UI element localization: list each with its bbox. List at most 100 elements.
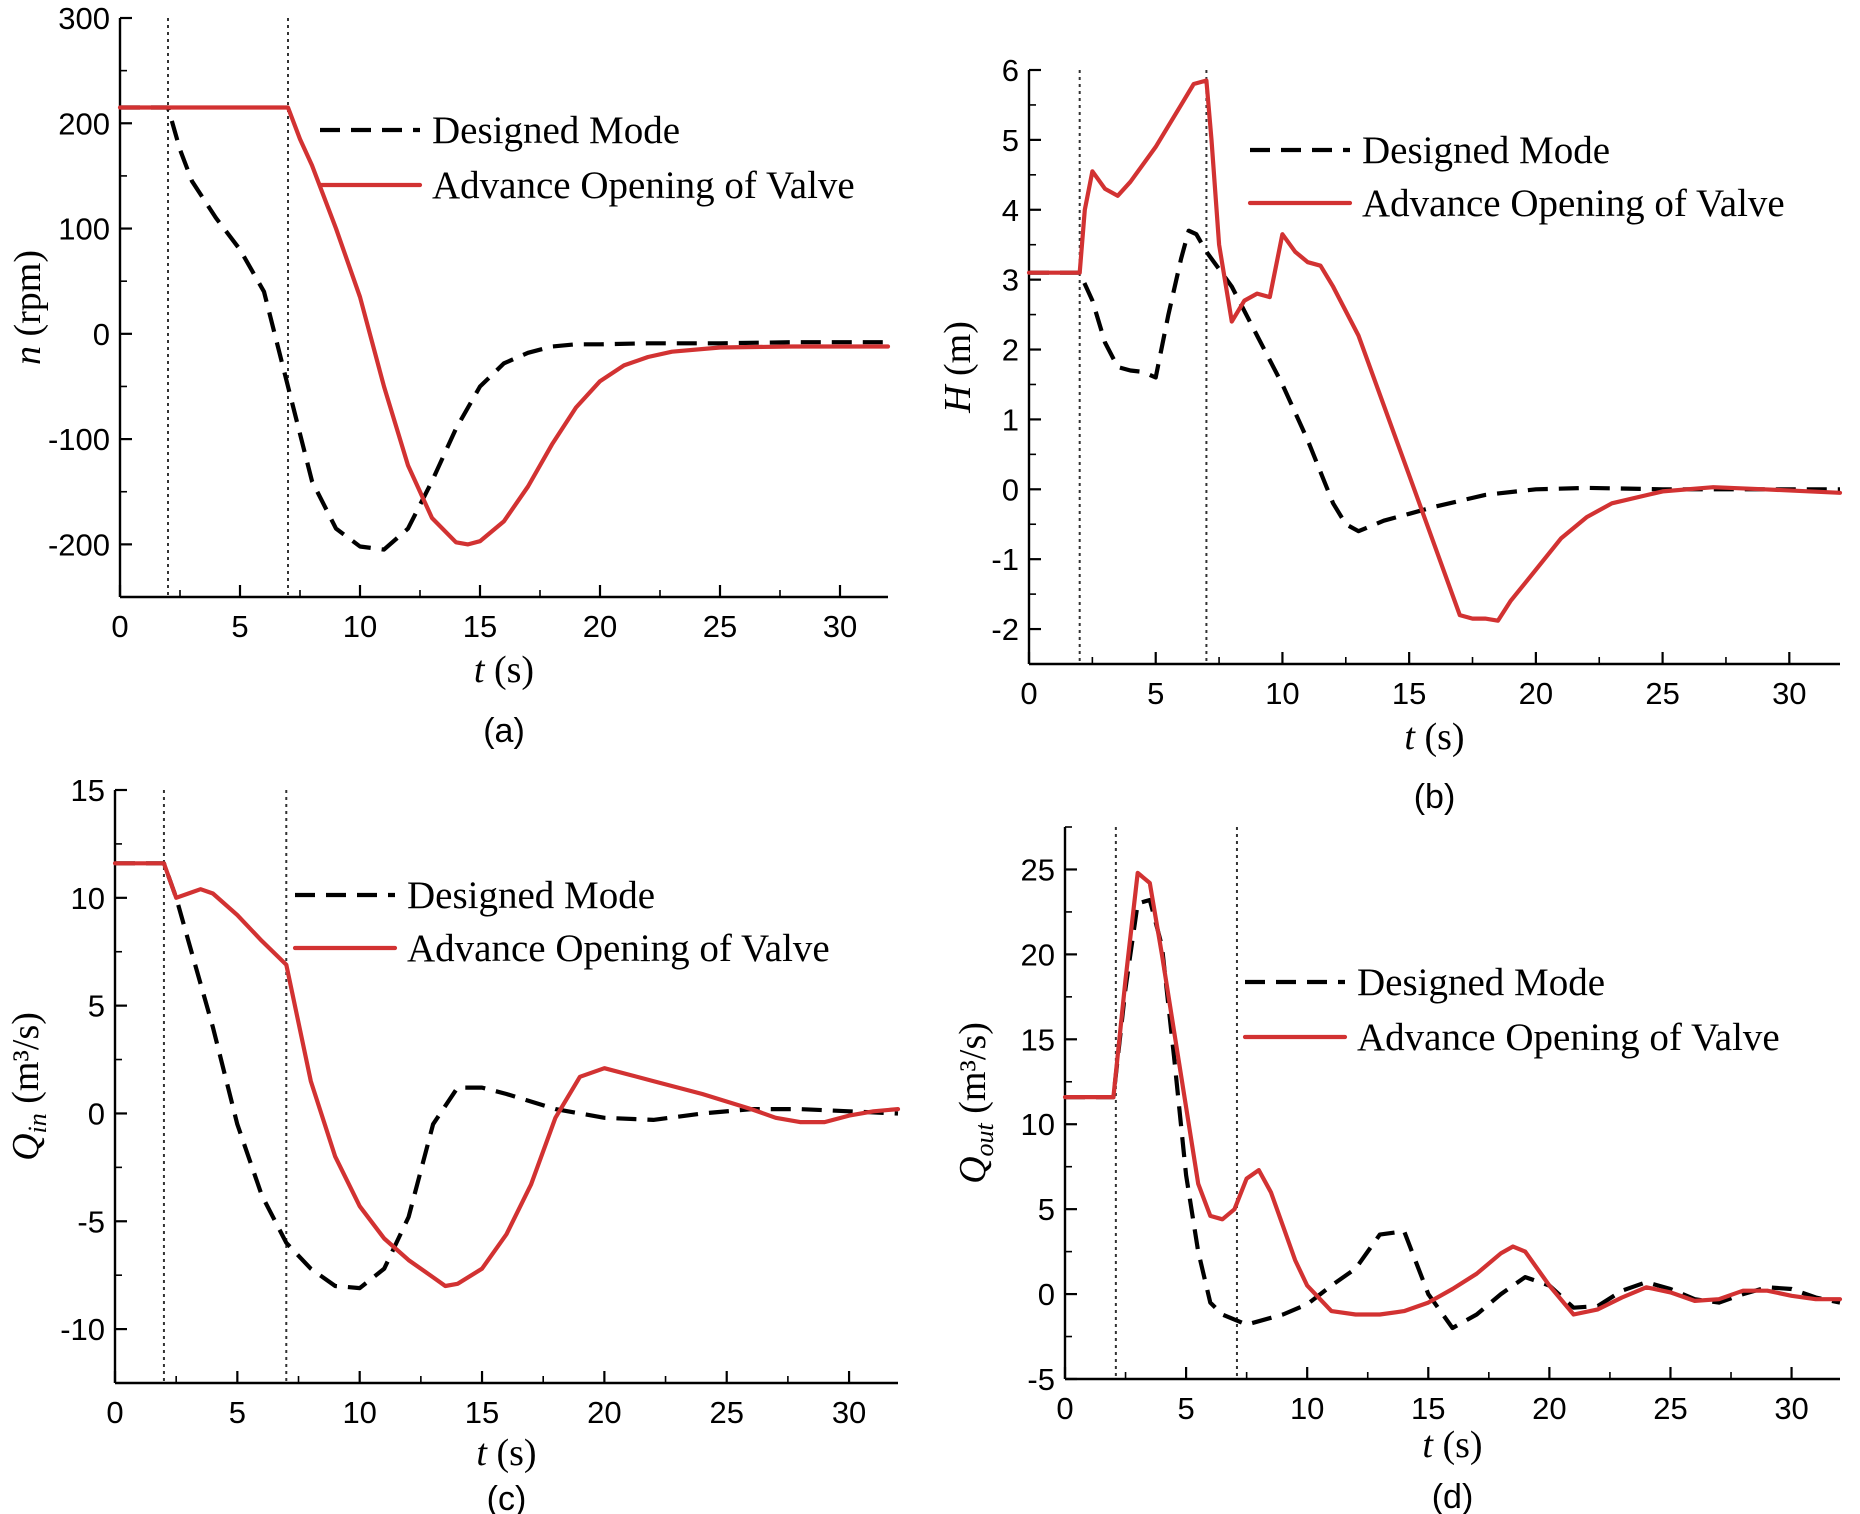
y-axis-variable: n [7, 346, 49, 365]
legend-label: Designed Mode [1362, 129, 1610, 172]
y-axis-variable: H [937, 383, 979, 414]
designed-mode-series-line [115, 861, 899, 1291]
advance-opening-series-line [112, 861, 901, 1289]
legend-label: Advance Opening of Valve [407, 927, 830, 970]
x-tick-label: 5 [229, 1395, 246, 1430]
x-axis-title: t (s) [1404, 716, 1464, 758]
y-axis-unit: (m) [937, 321, 979, 385]
legend-label: Advance Opening of Valve [432, 164, 855, 207]
advance-opening-series-line [1026, 78, 1843, 623]
x-tick-label: 5 [231, 609, 248, 644]
x-tick-label: 0 [1020, 676, 1037, 711]
y-tick-label: 3 [1002, 263, 1019, 298]
x-tick-label: 20 [587, 1395, 621, 1430]
x-tick-label: 0 [111, 609, 128, 644]
x-tick-label: 15 [1411, 1391, 1445, 1426]
x-axis-unit: (s) [1415, 716, 1465, 758]
y-axis-variable: Q [952, 1156, 994, 1183]
panel-b-chart: 0 5 10 15 20 25 30 -2 -1 0 1 2 3 4 5 6 t (s) H (m) (b) Desi… [937, 53, 1843, 816]
y-tick-label: 0 [93, 317, 110, 352]
y-tick-label: -200 [48, 527, 110, 562]
y-axis-unit: (rpm) [7, 250, 49, 346]
x-tick-label: 10 [343, 609, 377, 644]
x-tick-label: 20 [1519, 676, 1553, 711]
y-tick-label: -5 [77, 1204, 105, 1239]
y-tick-label: 25 [1021, 852, 1055, 887]
x-tick-label: 10 [1265, 676, 1299, 711]
y-tick-label: 5 [88, 989, 105, 1024]
y-axis-subscript: out [970, 1122, 999, 1156]
y-tick-label: 1 [1002, 402, 1019, 437]
x-tick-label: 0 [106, 1395, 123, 1430]
y-axis-title: n (rpm) [7, 250, 49, 365]
y-axis-subscript: in [23, 1113, 52, 1133]
x-tick-label: 30 [1772, 676, 1806, 711]
x-axis-title: t (s) [474, 649, 534, 691]
y-axis-title: H (m) [937, 321, 979, 414]
y-tick-label: 20 [1021, 937, 1055, 972]
y-tick-label: 200 [58, 106, 110, 141]
y-tick-label: 0 [1002, 472, 1019, 507]
x-axis-variable: t [1422, 1424, 1434, 1466]
x-tick-label: 20 [583, 609, 617, 644]
legend-label: Designed Mode [407, 874, 655, 917]
panel-label: (c) [487, 1480, 527, 1514]
legend-label: Advance Opening of Valve [1362, 182, 1785, 225]
x-axis-title: t (s) [476, 1432, 536, 1474]
x-axis-unit: (s) [1433, 1424, 1483, 1466]
y-axis-unit: (m³/s) [5, 1012, 47, 1113]
x-tick-label: 25 [1653, 1391, 1687, 1426]
y-axis-title: Qin (m³/s) [5, 1012, 52, 1161]
y-tick-label: -2 [991, 612, 1019, 647]
panel-label: (d) [1432, 1478, 1474, 1514]
x-tick-label: 0 [1056, 1391, 1073, 1426]
y-axis-variable: Q [5, 1133, 47, 1160]
legend-label: Designed Mode [432, 109, 680, 152]
x-tick-label: 10 [1290, 1391, 1324, 1426]
y-axis-unit: (m³/s) [952, 1022, 994, 1123]
y-tick-label: 5 [1038, 1192, 1055, 1227]
x-tick-label: 10 [342, 1395, 376, 1430]
y-axis-title: Qout (m³/s) [952, 1022, 999, 1184]
y-tick-label: 15 [1021, 1022, 1055, 1057]
x-axis-variable: t [476, 1432, 488, 1474]
x-tick-label: 15 [465, 1395, 499, 1430]
y-tick-label: 2 [1002, 333, 1019, 368]
x-tick-label: 25 [703, 609, 737, 644]
designed-mode-series-line [1029, 228, 1840, 534]
x-tick-label: 20 [1532, 1391, 1566, 1426]
y-tick-label: 10 [71, 881, 105, 916]
x-axis-variable: t [474, 649, 486, 691]
x-tick-label: 30 [823, 609, 857, 644]
y-tick-label: 300 [58, 1, 110, 36]
legend-label: Designed Mode [1357, 961, 1605, 1004]
x-tick-label: 25 [709, 1395, 743, 1430]
panel-label: (a) [483, 712, 525, 750]
x-tick-label: 15 [1392, 676, 1426, 711]
advance-opening-series-line [117, 105, 891, 547]
y-tick-label: 5 [1002, 123, 1019, 158]
y-tick-label: 10 [1021, 1107, 1055, 1142]
y-tick-label: 6 [1002, 53, 1019, 88]
y-tick-label: -100 [48, 422, 110, 457]
y-tick-label: 0 [1038, 1277, 1055, 1312]
y-tick-label: -10 [60, 1312, 105, 1347]
legend-label: Advance Opening of Valve [1357, 1016, 1780, 1059]
x-tick-label: 30 [1774, 1391, 1808, 1426]
x-tick-label: 25 [1645, 676, 1679, 711]
panel-a-chart: 0 5 10 15 20 25 30 -200 -100 0 100 200 300 t (s) n (rp… [7, 1, 891, 750]
y-tick-label: 0 [88, 1096, 105, 1131]
advance-opening-series-line [1062, 870, 1843, 1317]
x-axis-variable: t [1404, 716, 1416, 758]
x-axis-unit: (s) [484, 649, 534, 691]
x-tick-label: 15 [463, 609, 497, 644]
y-tick-label: 15 [71, 773, 105, 808]
x-tick-label: 30 [832, 1395, 866, 1430]
y-tick-label: 100 [58, 212, 110, 247]
y-tick-label: 4 [1002, 193, 1019, 228]
x-axis-title: t (s) [1422, 1424, 1482, 1466]
y-tick-label: -5 [1027, 1362, 1055, 1397]
